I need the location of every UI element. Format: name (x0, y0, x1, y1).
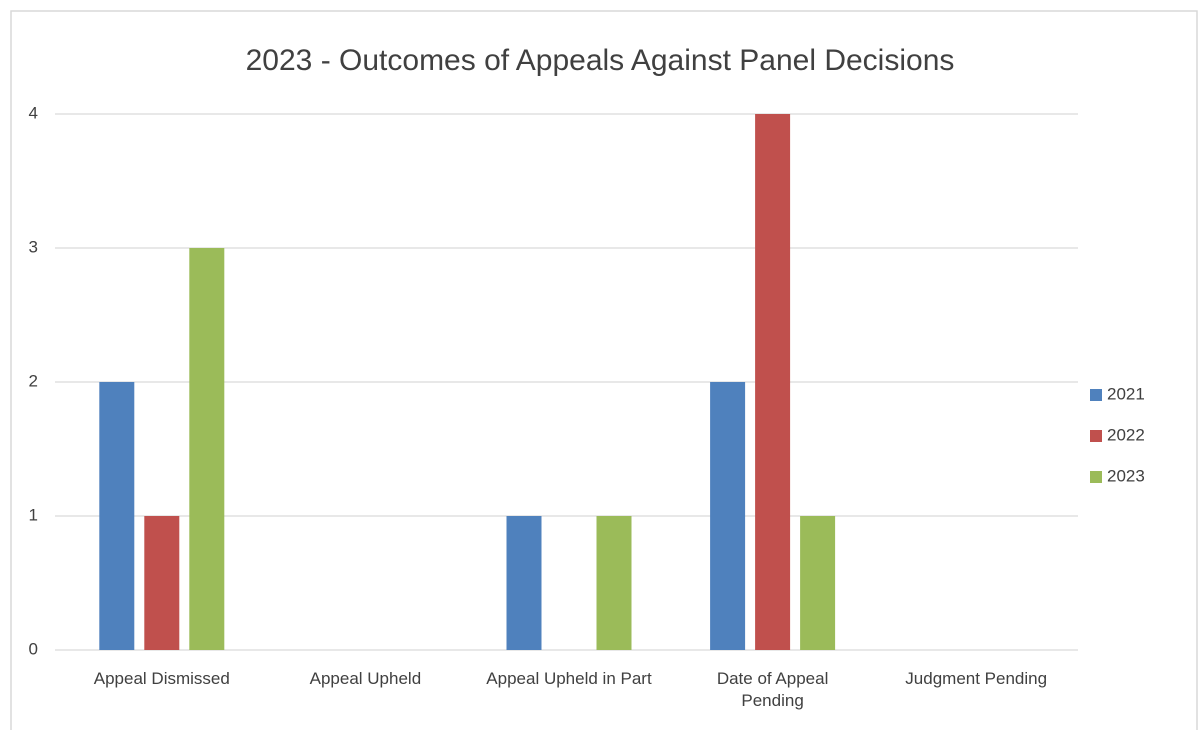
x-tick-label: Appeal Upheld (309, 669, 422, 688)
bar (710, 382, 746, 650)
y-tick-label: 3 (29, 237, 38, 256)
bar (755, 114, 791, 650)
y-tick-label: 4 (29, 103, 38, 122)
chart-border (10, 10, 1198, 730)
bar (99, 382, 135, 650)
legend-swatch (1090, 389, 1102, 401)
x-tick-label: Judgment Pending (905, 669, 1048, 688)
x-tick-label: Appeal Dismissed (93, 669, 230, 688)
legend-swatch (1090, 430, 1102, 442)
legend-label: 2022 (1107, 425, 1145, 444)
chart-title: 2023 - Outcomes of Appeals Against Panel… (246, 44, 955, 77)
bar (596, 516, 632, 650)
bar (189, 248, 225, 650)
legend-swatch (1090, 471, 1102, 483)
y-tick-label: 1 (29, 505, 38, 524)
x-tick-label: Date of Appeal Pending (716, 669, 829, 710)
bar (506, 516, 542, 650)
bar (800, 516, 836, 650)
legend-label: 2023 (1107, 466, 1145, 485)
x-tick-label: Appeal Upheld in Part (486, 669, 652, 688)
y-tick-label: 0 (29, 639, 38, 658)
bar (144, 516, 180, 650)
legend-label: 2021 (1107, 384, 1145, 403)
y-tick-label: 2 (29, 371, 38, 390)
